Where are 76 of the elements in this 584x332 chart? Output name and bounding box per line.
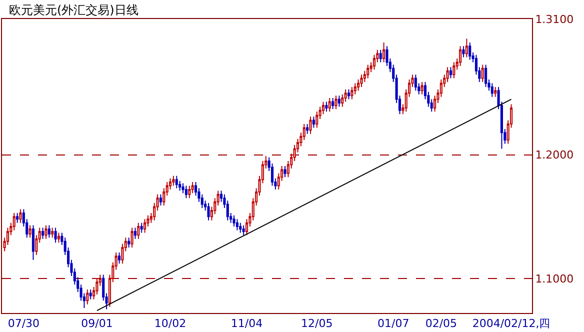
candlestick	[12, 212, 16, 231]
candlestick	[379, 49, 382, 63]
candlestick	[334, 95, 338, 110]
candlestick	[51, 227, 54, 238]
candlestick	[182, 182, 184, 194]
candlestick	[420, 82, 424, 95]
x-tick-label: 02/05	[425, 317, 458, 330]
candlestick	[16, 212, 19, 224]
candlestick	[306, 124, 309, 134]
candlestick	[89, 289, 92, 300]
y-tick-label: 1.3100	[535, 12, 574, 26]
candlestick	[172, 175, 175, 186]
candlestick	[312, 116, 315, 128]
candlestick	[188, 185, 191, 199]
candlestick	[322, 101, 325, 115]
candlestick	[44, 224, 48, 240]
candlestick	[347, 88, 350, 100]
candlestick	[134, 227, 136, 240]
x-tick-label: 11/04	[230, 317, 263, 330]
candlestick	[128, 237, 130, 248]
candlestick	[452, 62, 456, 79]
candlestick	[48, 224, 50, 238]
candlestick	[372, 54, 376, 70]
candlestick	[484, 64, 488, 88]
candlestick	[232, 214, 236, 228]
candlestick	[341, 94, 344, 108]
candlestick	[184, 185, 188, 199]
candlestick	[19, 208, 22, 224]
candlestick	[57, 232, 60, 244]
candlestick	[178, 180, 182, 192]
x-tick-label: 10/02	[154, 317, 186, 330]
x-tick-label: 09/01	[81, 317, 113, 330]
candlestick	[175, 175, 178, 189]
candlestick	[144, 218, 146, 234]
y-tick-label: 1.2000	[535, 148, 574, 162]
candlestick	[494, 86, 497, 98]
candlestick	[309, 116, 312, 134]
candlestick	[328, 98, 331, 112]
candlestick	[137, 222, 140, 240]
candlestick	[207, 202, 210, 221]
x-tick-label: 07/30	[8, 317, 40, 330]
candlestick	[236, 218, 238, 231]
candlestick	[465, 38, 468, 58]
x-tick-label: 2004/02/12,四	[472, 317, 550, 330]
y-tick-label: 1.1000	[535, 272, 574, 286]
candlestick	[468, 42, 472, 60]
candlestick	[344, 88, 347, 102]
candlestick	[284, 166, 286, 178]
candlestick	[481, 64, 484, 82]
x-tick-label: 12/05	[301, 317, 333, 330]
candlestick	[366, 64, 370, 79]
candlestick	[191, 182, 194, 194]
candlestick	[490, 82, 494, 98]
x-tick-label: 01/07	[378, 317, 410, 330]
candlestick	[338, 95, 340, 108]
candlestick	[239, 222, 242, 234]
candlestick	[459, 46, 462, 66]
candlestick	[130, 227, 134, 248]
candlestick	[350, 86, 354, 100]
candlestick	[360, 74, 363, 88]
candlestick	[414, 74, 417, 92]
candlestick	[382, 42, 386, 63]
candlestick	[140, 222, 143, 234]
candlestick	[42, 227, 44, 240]
candlestick	[242, 224, 245, 236]
candlestick	[32, 224, 35, 260]
candlestick	[332, 98, 334, 110]
candlestick	[462, 46, 465, 58]
chart-title: 欧元美元(外汇交易)日线	[9, 3, 138, 17]
candlestick	[86, 289, 89, 305]
candlestick	[118, 252, 121, 264]
candlestick	[54, 227, 57, 244]
candlestick	[325, 101, 328, 112]
candlestick	[159, 194, 162, 206]
candlestick	[28, 224, 32, 238]
candlestick	[449, 66, 452, 79]
